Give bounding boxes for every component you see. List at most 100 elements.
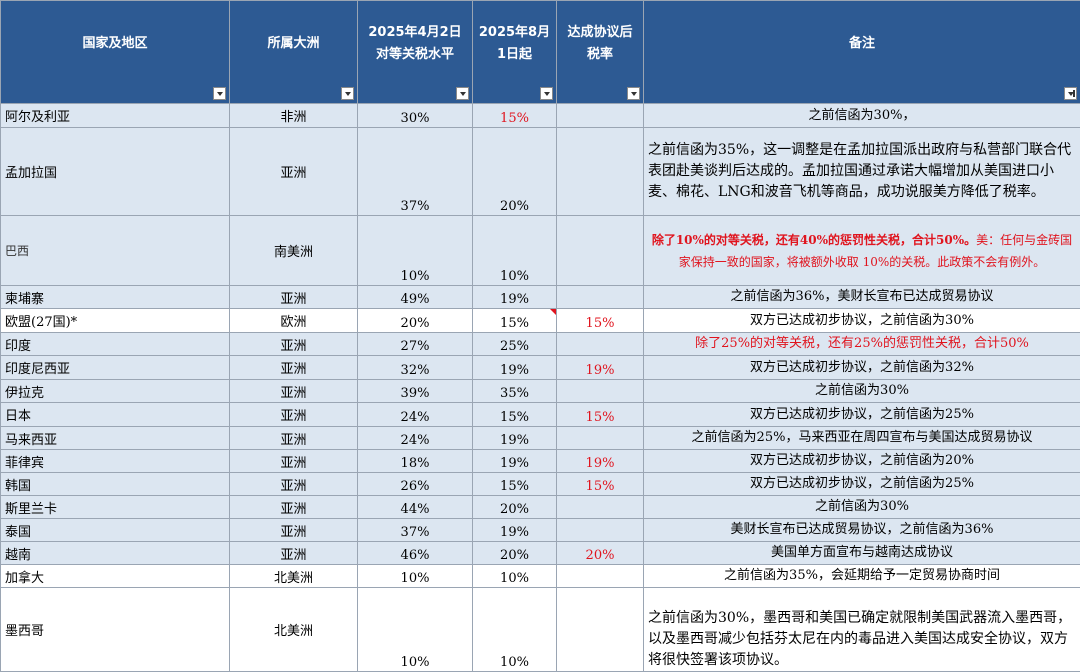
aug1-rate-cell[interactable]: 35% <box>473 380 557 403</box>
note-cell[interactable]: 双方已达成初步协议，之前信函为32% <box>644 356 1080 380</box>
apr2-rate-cell[interactable]: 32% <box>358 356 473 380</box>
deal-rate-cell[interactable]: 19% <box>557 356 644 380</box>
country-cell[interactable]: 阿尔及利亚 <box>1 104 230 128</box>
apr2-rate-cell[interactable]: 37% <box>358 128 473 216</box>
country-cell[interactable]: 韩国 <box>1 473 230 496</box>
country-cell[interactable]: 伊拉克 <box>1 380 230 403</box>
apr2-rate-cell[interactable]: 37% <box>358 519 473 542</box>
deal-rate-cell[interactable] <box>557 519 644 542</box>
aug1-rate-cell[interactable]: 19% <box>473 286 557 309</box>
deal-rate-cell[interactable] <box>557 286 644 309</box>
apr2-rate-cell[interactable]: 24% <box>358 403 473 427</box>
continent-cell[interactable]: 亚洲 <box>230 542 358 565</box>
continent-cell[interactable]: 亚洲 <box>230 450 358 473</box>
note-cell[interactable]: 美财长宣布已达成贸易协议，之前信函为36% <box>644 519 1080 542</box>
filter-dropdown-icon[interactable] <box>213 87 226 100</box>
deal-rate-cell[interactable] <box>557 104 644 128</box>
deal-rate-cell[interactable]: 19% <box>557 450 644 473</box>
continent-cell[interactable]: 北美洲 <box>230 565 358 588</box>
note-cell[interactable]: 之前信函为35%，会延期给予一定贸易协商时间 <box>644 565 1080 588</box>
deal-rate-cell[interactable]: 20% <box>557 542 644 565</box>
country-cell[interactable]: 孟加拉国 <box>1 128 230 216</box>
filter-active-icon[interactable] <box>1064 87 1077 100</box>
continent-cell[interactable]: 非洲 <box>230 104 358 128</box>
aug1-rate-cell[interactable]: 10% <box>473 216 557 286</box>
apr2-rate-cell[interactable]: 10% <box>358 588 473 672</box>
note-cell[interactable]: 之前信函为30% <box>644 496 1080 519</box>
continent-cell[interactable]: 亚洲 <box>230 519 358 542</box>
filter-dropdown-icon[interactable] <box>627 87 640 100</box>
continent-cell[interactable]: 欧洲 <box>230 309 358 333</box>
deal-rate-cell[interactable] <box>557 380 644 403</box>
deal-rate-cell[interactable] <box>557 565 644 588</box>
apr2-rate-cell[interactable]: 26% <box>358 473 473 496</box>
deal-rate-cell[interactable] <box>557 216 644 286</box>
note-cell[interactable]: 之前信函为30% <box>644 380 1080 403</box>
aug1-rate-cell[interactable]: 10% <box>473 565 557 588</box>
aug1-rate-cell[interactable]: 25% <box>473 333 557 356</box>
note-cell[interactable]: 美国单方面宣布与越南达成协议 <box>644 542 1080 565</box>
note-cell[interactable]: 之前信函为30%，墨西哥和美国已确定就限制美国武器流入墨西哥，以及墨西哥减少包括… <box>644 588 1080 672</box>
filter-dropdown-icon[interactable] <box>341 87 354 100</box>
apr2-rate-cell[interactable]: 30% <box>358 104 473 128</box>
filter-dropdown-icon[interactable] <box>540 87 553 100</box>
continent-cell[interactable]: 北美洲 <box>230 588 358 672</box>
deal-rate-cell[interactable]: 15% <box>557 473 644 496</box>
country-cell[interactable]: 斯里兰卡 <box>1 496 230 519</box>
country-cell[interactable]: 马来西亚 <box>1 427 230 450</box>
apr2-rate-cell[interactable]: 49% <box>358 286 473 309</box>
continent-cell[interactable]: 亚洲 <box>230 473 358 496</box>
deal-rate-cell[interactable] <box>557 128 644 216</box>
country-cell[interactable]: 菲律宾 <box>1 450 230 473</box>
note-cell[interactable]: 之前信函为25%，马来西亚在周四宣布与美国达成贸易协议 <box>644 427 1080 450</box>
note-cell[interactable]: 双方已达成初步协议，之前信函为25% <box>644 473 1080 496</box>
comment-indicator-icon[interactable] <box>550 309 556 315</box>
country-cell[interactable]: 巴西 <box>1 216 230 286</box>
aug1-rate-cell[interactable]: 15% <box>473 403 557 427</box>
apr2-rate-cell[interactable]: 24% <box>358 427 473 450</box>
aug1-rate-cell[interactable]: 19% <box>473 427 557 450</box>
aug1-rate-cell[interactable]: 19% <box>473 356 557 380</box>
country-cell[interactable]: 加拿大 <box>1 565 230 588</box>
continent-cell[interactable]: 亚洲 <box>230 333 358 356</box>
note-cell[interactable]: 双方已达成初步协议，之前信函为20% <box>644 450 1080 473</box>
deal-rate-cell[interactable] <box>557 427 644 450</box>
country-cell[interactable]: 印度 <box>1 333 230 356</box>
apr2-rate-cell[interactable]: 18% <box>358 450 473 473</box>
continent-cell[interactable]: 亚洲 <box>230 128 358 216</box>
country-cell[interactable]: 日本 <box>1 403 230 427</box>
continent-cell[interactable]: 亚洲 <box>230 403 358 427</box>
deal-rate-cell[interactable] <box>557 333 644 356</box>
aug1-rate-cell[interactable]: 15% <box>473 309 557 333</box>
note-cell[interactable]: 除了25%的对等关税，还有25%的惩罚性关税，合计50% <box>644 333 1080 356</box>
country-cell[interactable]: 欧盟(27国)* <box>1 309 230 333</box>
deal-rate-cell[interactable]: 15% <box>557 403 644 427</box>
aug1-rate-cell[interactable]: 20% <box>473 496 557 519</box>
continent-cell[interactable]: 亚洲 <box>230 356 358 380</box>
note-cell[interactable]: 之前信函为30%， <box>644 104 1080 128</box>
apr2-rate-cell[interactable]: 20% <box>358 309 473 333</box>
aug1-rate-cell[interactable]: 20% <box>473 128 557 216</box>
country-cell[interactable]: 墨西哥 <box>1 588 230 672</box>
note-cell[interactable]: 除了10%的对等关税，还有40%的惩罚性关税，合计50%。美：任何与金砖国家保持… <box>644 216 1080 286</box>
aug1-rate-cell[interactable]: 20% <box>473 542 557 565</box>
continent-cell[interactable]: 南美洲 <box>230 216 358 286</box>
note-cell[interactable]: 之前信函为36%，美财长宣布已达成贸易协议 <box>644 286 1080 309</box>
deal-rate-cell[interactable]: 15% <box>557 309 644 333</box>
apr2-rate-cell[interactable]: 27% <box>358 333 473 356</box>
note-cell[interactable]: 之前信函为35%，这一调整是在孟加拉国派出政府与私营部门联合代表团赴美谈判后达成… <box>644 128 1080 216</box>
apr2-rate-cell[interactable]: 44% <box>358 496 473 519</box>
note-cell[interactable]: 双方已达成初步协议，之前信函为30% <box>644 309 1080 333</box>
continent-cell[interactable]: 亚洲 <box>230 427 358 450</box>
note-cell[interactable]: 双方已达成初步协议，之前信函为25% <box>644 403 1080 427</box>
filter-dropdown-icon[interactable] <box>456 87 469 100</box>
apr2-rate-cell[interactable]: 39% <box>358 380 473 403</box>
continent-cell[interactable]: 亚洲 <box>230 496 358 519</box>
aug1-rate-cell[interactable]: 15% <box>473 104 557 128</box>
aug1-rate-cell[interactable]: 15% <box>473 473 557 496</box>
country-cell[interactable]: 越南 <box>1 542 230 565</box>
country-cell[interactable]: 柬埔寨 <box>1 286 230 309</box>
apr2-rate-cell[interactable]: 10% <box>358 565 473 588</box>
country-cell[interactable]: 印度尼西亚 <box>1 356 230 380</box>
aug1-rate-cell[interactable]: 10% <box>473 588 557 672</box>
